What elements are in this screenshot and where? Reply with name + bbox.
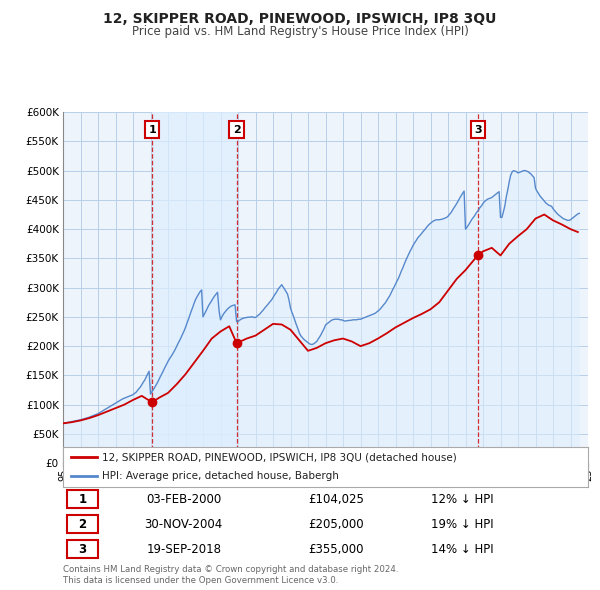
Text: 2: 2 (79, 517, 86, 531)
Text: Price paid vs. HM Land Registry's House Price Index (HPI): Price paid vs. HM Land Registry's House … (131, 25, 469, 38)
Text: 12% ↓ HPI: 12% ↓ HPI (431, 493, 493, 506)
Text: 1: 1 (79, 493, 86, 506)
Text: 3: 3 (474, 124, 482, 135)
Text: 19-SEP-2018: 19-SEP-2018 (146, 543, 221, 556)
Text: £355,000: £355,000 (308, 543, 364, 556)
Text: 12, SKIPPER ROAD, PINEWOOD, IPSWICH, IP8 3QU: 12, SKIPPER ROAD, PINEWOOD, IPSWICH, IP8… (103, 12, 497, 26)
Text: 19% ↓ HPI: 19% ↓ HPI (431, 517, 493, 531)
Text: HPI: Average price, detached house, Babergh: HPI: Average price, detached house, Babe… (103, 471, 339, 481)
Text: 2: 2 (233, 124, 241, 135)
Text: 3: 3 (79, 543, 86, 556)
Bar (152, 112, 236, 463)
Text: 12, SKIPPER ROAD, PINEWOOD, IPSWICH, IP8 3QU (detached house): 12, SKIPPER ROAD, PINEWOOD, IPSWICH, IP8… (103, 453, 457, 463)
Text: 1: 1 (148, 124, 156, 135)
FancyBboxPatch shape (67, 515, 98, 533)
Text: £205,000: £205,000 (308, 517, 364, 531)
Text: Contains HM Land Registry data © Crown copyright and database right 2024.
This d: Contains HM Land Registry data © Crown c… (63, 565, 398, 585)
Text: 14% ↓ HPI: 14% ↓ HPI (431, 543, 493, 556)
Text: 03-FEB-2000: 03-FEB-2000 (146, 493, 221, 506)
Text: £104,025: £104,025 (308, 493, 364, 506)
FancyBboxPatch shape (67, 490, 98, 508)
FancyBboxPatch shape (67, 540, 98, 558)
Text: 30-NOV-2004: 30-NOV-2004 (145, 517, 223, 531)
